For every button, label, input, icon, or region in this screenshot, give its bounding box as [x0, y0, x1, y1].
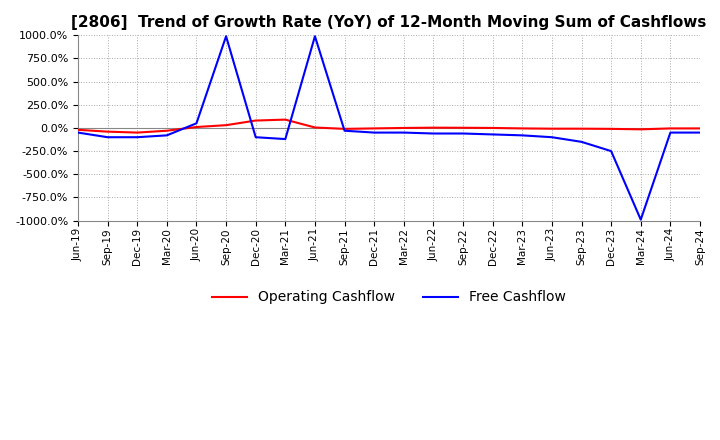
Free Cashflow — [459, 131, 467, 136]
Free Cashflow — [696, 130, 704, 135]
Operating Cashflow — [103, 129, 112, 134]
Free Cashflow — [429, 131, 438, 136]
Operating Cashflow — [310, 125, 319, 130]
Operating Cashflow — [459, 125, 467, 130]
Line: Operating Cashflow: Operating Cashflow — [78, 120, 700, 132]
Legend: Operating Cashflow, Free Cashflow: Operating Cashflow, Free Cashflow — [207, 285, 571, 310]
Operating Cashflow — [666, 126, 675, 131]
Operating Cashflow — [429, 125, 438, 130]
Free Cashflow — [163, 133, 171, 138]
Operating Cashflow — [73, 127, 82, 132]
Free Cashflow — [400, 130, 408, 135]
Operating Cashflow — [370, 126, 379, 131]
Operating Cashflow — [696, 126, 704, 131]
Free Cashflow — [518, 133, 526, 138]
Operating Cashflow — [577, 126, 586, 131]
Operating Cashflow — [281, 117, 289, 122]
Operating Cashflow — [222, 122, 230, 128]
Operating Cashflow — [636, 127, 645, 132]
Operating Cashflow — [548, 126, 557, 131]
Line: Free Cashflow: Free Cashflow — [78, 36, 700, 220]
Free Cashflow — [636, 217, 645, 222]
Free Cashflow — [73, 130, 82, 135]
Free Cashflow — [341, 128, 349, 133]
Free Cashflow — [488, 132, 497, 137]
Free Cashflow — [607, 148, 616, 154]
Free Cashflow — [370, 130, 379, 135]
Free Cashflow — [192, 121, 201, 126]
Free Cashflow — [103, 135, 112, 140]
Free Cashflow — [548, 135, 557, 140]
Operating Cashflow — [518, 126, 526, 131]
Free Cashflow — [281, 136, 289, 142]
Operating Cashflow — [251, 118, 260, 123]
Free Cashflow — [222, 33, 230, 39]
Operating Cashflow — [192, 125, 201, 130]
Title: [2806]  Trend of Growth Rate (YoY) of 12-Month Moving Sum of Cashflows: [2806] Trend of Growth Rate (YoY) of 12-… — [71, 15, 706, 30]
Operating Cashflow — [133, 130, 142, 135]
Free Cashflow — [666, 130, 675, 135]
Free Cashflow — [251, 135, 260, 140]
Operating Cashflow — [341, 126, 349, 132]
Free Cashflow — [577, 139, 586, 144]
Operating Cashflow — [163, 128, 171, 133]
Operating Cashflow — [607, 126, 616, 132]
Free Cashflow — [310, 33, 319, 39]
Operating Cashflow — [400, 125, 408, 131]
Free Cashflow — [133, 135, 142, 140]
Operating Cashflow — [488, 125, 497, 131]
